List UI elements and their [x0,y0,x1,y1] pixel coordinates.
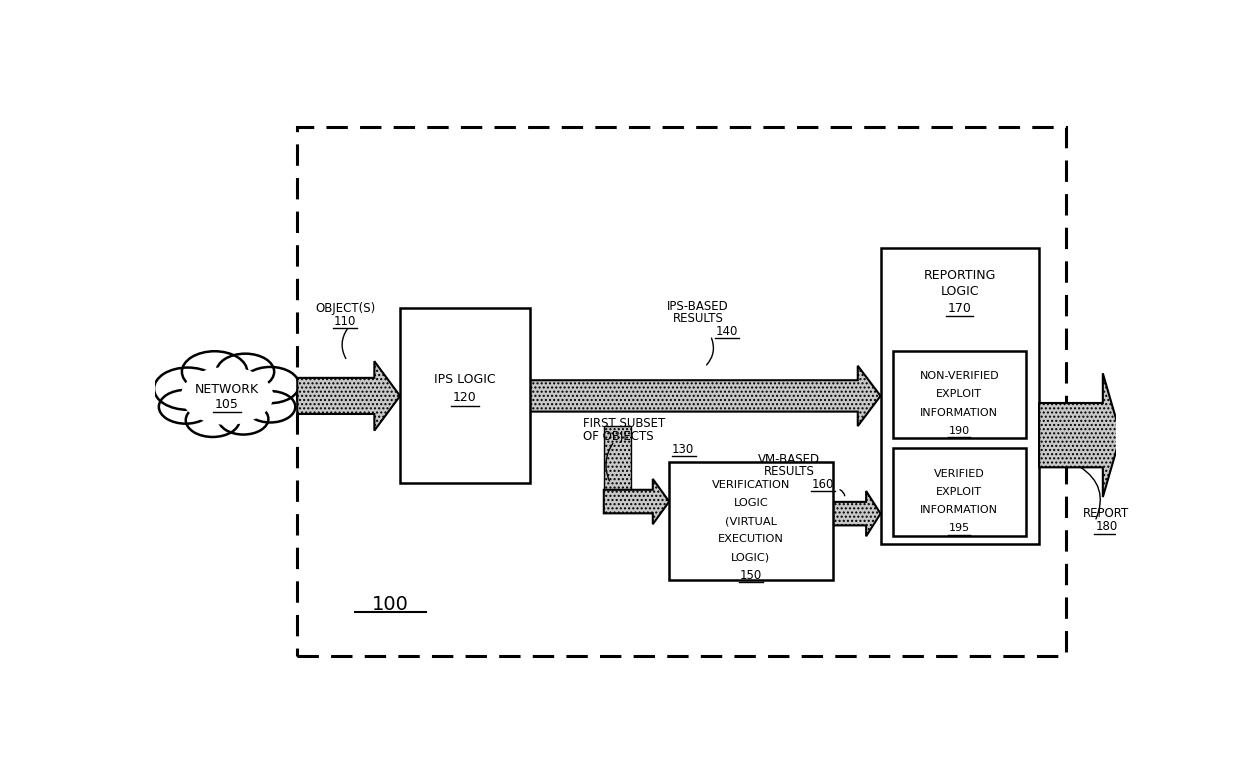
Text: OF OBJECTS: OF OBJECTS [583,430,653,443]
Circle shape [154,368,221,410]
Text: EXPLOIT: EXPLOIT [936,487,982,497]
Text: 170: 170 [947,302,972,315]
Circle shape [242,367,299,403]
Text: RESULTS: RESULTS [764,466,815,478]
Text: 120: 120 [453,390,477,404]
Circle shape [217,354,274,390]
FancyBboxPatch shape [401,308,529,484]
Text: INFORMATION: INFORMATION [920,408,998,418]
Circle shape [159,390,213,423]
Polygon shape [298,361,401,430]
FancyBboxPatch shape [670,463,832,580]
Text: 100: 100 [372,595,409,614]
Text: 160: 160 [812,478,835,491]
Bar [604,426,631,502]
FancyBboxPatch shape [893,350,1025,438]
Text: 140: 140 [715,325,738,338]
Polygon shape [1039,373,1121,497]
Text: 150: 150 [740,569,761,582]
Text: LOGIC): LOGIC) [732,553,770,562]
Text: EXPLOIT: EXPLOIT [936,390,982,399]
Text: 130: 130 [672,442,694,456]
FancyBboxPatch shape [880,248,1039,544]
Polygon shape [529,365,880,426]
Polygon shape [604,479,670,524]
Text: FIRST SUBSET: FIRST SUBSET [583,416,665,430]
Text: REPORTING: REPORTING [924,269,996,281]
Text: IPS-BASED: IPS-BASED [667,300,729,313]
Circle shape [181,367,273,425]
Text: REPORT: REPORT [1084,507,1130,520]
Text: (VIRTUAL: (VIRTUAL [725,516,776,526]
Text: 195: 195 [949,524,970,533]
Text: 190: 190 [949,426,970,436]
Text: NETWORK: NETWORK [195,383,259,397]
FancyBboxPatch shape [893,448,1025,536]
Text: LOGIC: LOGIC [941,285,980,298]
Circle shape [218,403,268,434]
Text: VM-BASED: VM-BASED [758,453,821,466]
Text: OBJECT(S): OBJECT(S) [315,302,376,315]
Text: LOGIC: LOGIC [733,498,769,508]
Text: IPS LOGIC: IPS LOGIC [434,372,496,386]
Circle shape [186,403,239,437]
Text: RESULTS: RESULTS [672,312,723,325]
Circle shape [182,351,247,392]
Text: VERIFIED: VERIFIED [934,469,985,479]
FancyBboxPatch shape [298,127,1066,655]
Text: 180: 180 [1095,521,1117,533]
Text: NON-VERIFIED: NON-VERIFIED [920,372,999,381]
Text: EXECUTION: EXECUTION [718,534,784,544]
Text: VERIFICATION: VERIFICATION [712,480,790,490]
Text: 105: 105 [215,398,239,412]
Text: INFORMATION: INFORMATION [920,506,998,515]
Polygon shape [832,491,880,536]
Circle shape [246,391,295,423]
Text: 110: 110 [334,315,356,328]
